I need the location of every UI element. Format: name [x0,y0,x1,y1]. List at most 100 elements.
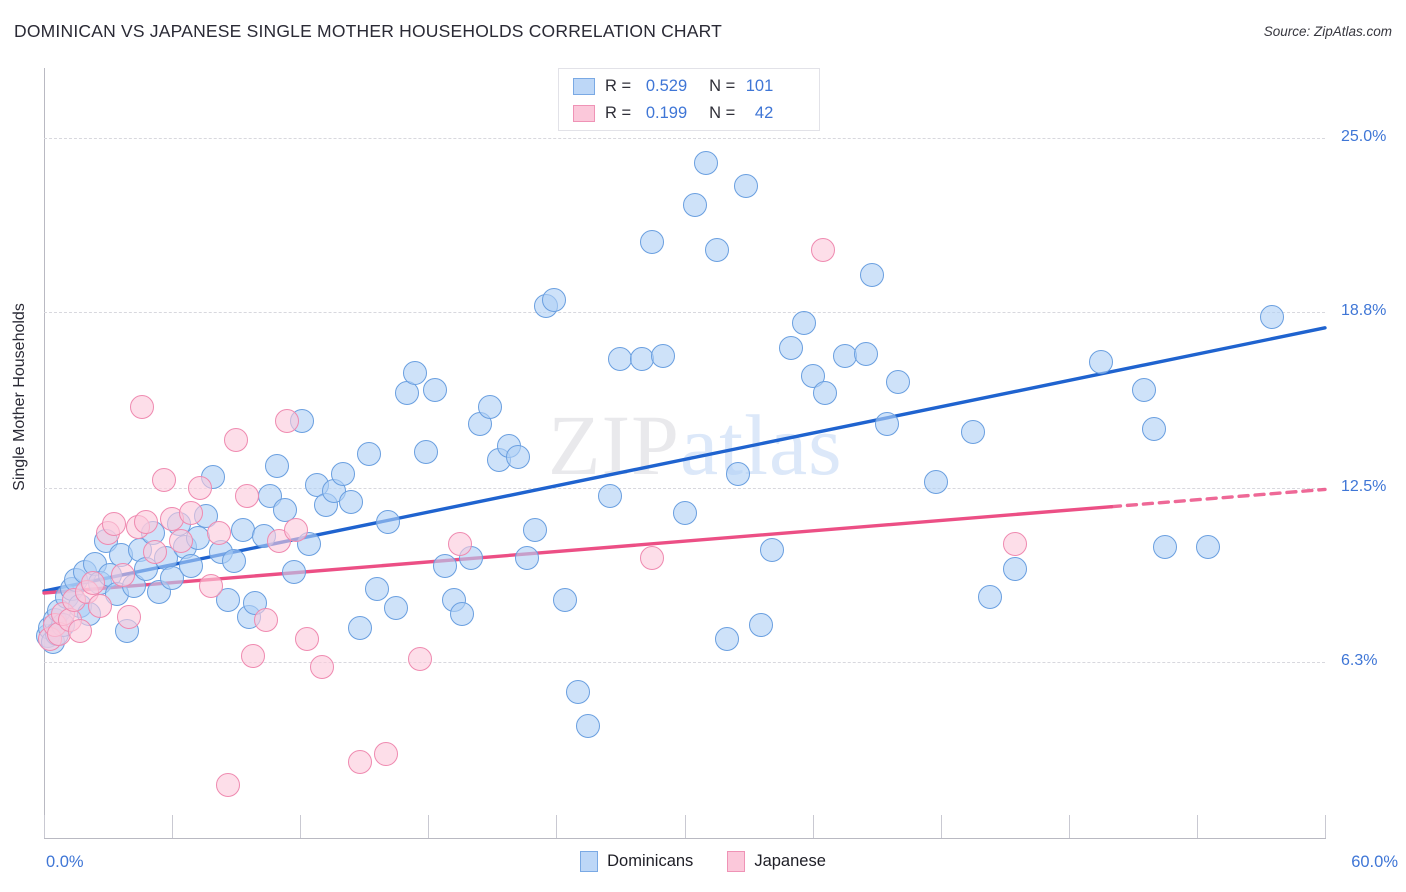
data-point-japanese[interactable] [241,644,266,668]
y-axis-line [44,68,45,838]
data-point-dominicans[interactable] [683,193,708,218]
data-point-dominicans[interactable] [651,344,676,369]
data-point-dominicans[interactable] [853,341,878,366]
data-point-dominicans[interactable] [222,548,246,573]
data-point-japanese[interactable] [151,467,176,492]
data-point-japanese[interactable] [198,574,223,598]
data-point-dominicans[interactable] [960,420,985,444]
data-point-dominicans[interactable] [832,344,857,369]
data-point-japanese[interactable] [68,618,93,643]
data-point-dominicans[interactable] [1142,417,1167,442]
data-point-japanese[interactable] [110,562,135,587]
data-point-dominicans[interactable] [715,627,740,652]
data-point-dominicans[interactable] [672,501,697,526]
data-point-dominicans[interactable] [1088,350,1113,374]
data-point-japanese[interactable] [294,627,319,652]
data-point-dominicans[interactable] [629,347,654,372]
data-point-japanese[interactable] [117,604,142,629]
data-point-japanese[interactable] [215,772,240,797]
data-point-dominicans[interactable] [179,554,204,579]
data-point-japanese[interactable] [207,520,232,545]
data-point-dominicans[interactable] [403,361,428,386]
data-point-dominicans[interactable] [347,616,372,640]
data-point-dominicans[interactable] [356,442,381,467]
data-point-dominicans[interactable] [886,369,910,394]
data-point-dominicans[interactable] [792,310,817,335]
data-point-japanese[interactable] [407,646,432,671]
data-point-japanese[interactable] [187,476,212,500]
data-point-japanese[interactable] [81,571,106,596]
data-point-dominicans[interactable] [749,613,774,638]
data-point-dominicans[interactable] [640,229,665,254]
data-point-dominicans[interactable] [450,602,475,626]
legend-item-dominicans[interactable]: Dominicans [580,851,693,872]
legend-item-japanese[interactable]: Japanese [727,851,826,872]
data-point-dominicans[interactable] [1003,557,1028,582]
data-point-dominicans[interactable] [523,518,548,542]
data-point-japanese[interactable] [309,655,334,680]
data-point-dominicans[interactable] [375,509,400,534]
data-point-japanese[interactable] [811,238,836,262]
correlation-stats-box: R = 0.529 N = 101 R = 0.199 N = 42 [558,68,820,131]
data-point-dominicans[interactable] [597,484,622,509]
data-point-dominicans[interactable] [875,411,900,436]
data-point-dominicans[interactable] [924,470,949,495]
data-point-japanese[interactable] [448,532,473,556]
data-point-dominicans[interactable] [505,445,530,470]
data-point-dominicans[interactable] [1131,378,1156,402]
data-point-dominicans[interactable] [693,151,718,176]
data-point-dominicans[interactable] [704,238,729,262]
data-point-dominicans[interactable] [478,394,503,419]
data-point-dominicans[interactable] [422,378,447,402]
data-point-dominicans[interactable] [264,453,289,478]
data-point-japanese[interactable] [87,593,112,618]
data-point-dominicans[interactable] [1152,534,1177,559]
data-point-japanese[interactable] [373,742,398,766]
data-point-dominicans[interactable] [1195,534,1220,559]
data-point-dominicans[interactable] [779,336,804,360]
data-point-dominicans[interactable] [813,380,838,405]
data-point-japanese[interactable] [1003,532,1028,556]
data-point-dominicans[interactable] [734,173,759,198]
data-point-dominicans[interactable] [760,537,785,562]
data-point-dominicans[interactable] [230,518,255,542]
data-point-dominicans[interactable] [552,588,577,612]
data-point-dominicans[interactable] [330,462,355,486]
swatch-dominicans-icon [573,77,595,95]
stat-r-label: R = [605,103,632,122]
x-axis-tick [1196,815,1198,838]
data-point-japanese[interactable] [234,484,259,509]
data-point-dominicans[interactable] [542,288,567,313]
data-point-japanese[interactable] [254,607,279,632]
plot-area [36,68,1327,838]
data-point-dominicans[interactable] [281,560,306,584]
data-point-dominicans[interactable] [339,490,364,514]
data-point-dominicans[interactable] [215,588,240,612]
data-point-dominicans[interactable] [576,714,601,738]
data-point-japanese[interactable] [168,529,193,554]
data-point-japanese[interactable] [130,394,155,419]
data-point-dominicans[interactable] [414,439,439,464]
y-axis-label: 25.0% [1341,128,1387,145]
data-point-dominicans[interactable] [977,585,1002,610]
data-point-japanese[interactable] [134,509,159,534]
data-point-japanese[interactable] [347,750,372,775]
data-point-dominicans[interactable] [384,596,409,621]
stat-r-value: 0.199 [645,103,688,122]
data-point-japanese[interactable] [275,408,300,433]
data-point-dominicans[interactable] [273,498,298,523]
data-point-dominicans[interactable] [467,411,492,436]
data-point-dominicans[interactable] [433,554,458,579]
data-point-dominicans[interactable] [725,462,750,486]
data-point-dominicans[interactable] [1259,305,1284,330]
data-point-japanese[interactable] [179,501,204,526]
data-point-japanese[interactable] [143,540,168,565]
data-point-japanese[interactable] [640,546,665,570]
data-point-dominicans[interactable] [514,546,539,570]
data-point-japanese[interactable] [283,518,308,542]
data-point-dominicans[interactable] [565,680,590,705]
data-point-dominicans[interactable] [860,263,885,288]
data-point-japanese[interactable] [224,428,249,453]
data-point-dominicans[interactable] [365,576,390,601]
data-point-dominicans[interactable] [608,347,633,372]
